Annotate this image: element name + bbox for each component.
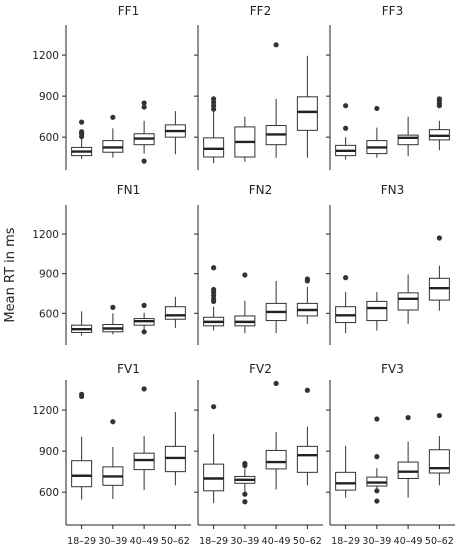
iqr-box [265, 449, 287, 470]
outlier-point [405, 415, 411, 421]
x-tick-label: 40–49 [130, 536, 159, 547]
outlier-point [211, 265, 217, 271]
panel-title: FF3 [382, 4, 403, 18]
outlier-point [273, 380, 279, 387]
outlier-point [141, 158, 147, 164]
iqr-box [296, 96, 318, 131]
outlier-point [273, 42, 279, 48]
outlier-point [110, 114, 116, 120]
iqr-box [428, 449, 450, 474]
panel-title: FN3 [381, 183, 405, 197]
outlier-point [211, 404, 217, 410]
iqr-box [366, 300, 388, 322]
outlier-point [242, 491, 248, 497]
x-tick-label: 50–62 [161, 536, 190, 547]
x-tick-label: 30–39 [98, 536, 127, 547]
panel-title: FV1 [117, 362, 140, 376]
outlier-point [141, 386, 147, 392]
outlier-point [374, 488, 380, 494]
outlier-point [141, 329, 147, 335]
panel-title: FN2 [249, 183, 273, 197]
x-tick-label: 40–49 [262, 536, 291, 547]
outlier-point [242, 499, 248, 505]
outlier-point [374, 498, 380, 504]
x-tick-label: 18–29 [199, 536, 228, 547]
outlier-point [374, 105, 380, 112]
x-tick-label: 30–39 [362, 536, 391, 547]
x-tick-label: 18–29 [67, 536, 96, 547]
y-tick-label: 900 [39, 91, 59, 103]
iqr-box [203, 137, 225, 158]
x-tick-label: 30–39 [230, 536, 259, 547]
outlier-point [141, 104, 147, 110]
panel-title: FV2 [249, 362, 272, 376]
outlier-point [242, 272, 248, 278]
x-tick-label: 18–29 [331, 536, 360, 547]
iqr-box [133, 452, 155, 471]
outlier-point [304, 276, 310, 282]
y-tick-label: 1200 [32, 405, 59, 417]
iqr-box [164, 306, 186, 320]
outlier-point [436, 235, 442, 241]
outlier-point [211, 96, 217, 102]
x-tick-label: 50–62 [425, 536, 454, 547]
outlier-point [343, 103, 349, 109]
outlier-point [343, 275, 349, 281]
iqr-box [296, 445, 318, 473]
outlier-point [141, 302, 147, 308]
x-tick-label: 50–62 [293, 536, 322, 547]
outlier-point [110, 304, 116, 310]
panel-title: FF1 [118, 4, 139, 18]
y-tick-label: 900 [39, 446, 59, 458]
outlier-point [343, 125, 349, 131]
y-tick-label: 600 [39, 308, 59, 320]
panel-title: FV3 [381, 362, 404, 376]
iqr-box [397, 292, 419, 311]
outlier-point [436, 412, 442, 419]
y-tick-label: 1200 [32, 50, 59, 62]
outlier-point [374, 416, 380, 422]
x-tick-label: 40–49 [394, 536, 423, 547]
iqr-box [71, 460, 93, 488]
outlier-point [374, 454, 380, 460]
outlier-point [141, 100, 147, 106]
y-tick-label: 600 [39, 132, 59, 144]
panel-title: FN1 [117, 183, 141, 197]
outlier-point [79, 119, 85, 125]
y-tick-label: 900 [39, 269, 59, 281]
outlier-point [242, 460, 248, 467]
outlier-point [436, 96, 442, 102]
iqr-box [397, 134, 419, 146]
outlier-point [211, 286, 217, 293]
y-tick-label: 1200 [32, 229, 59, 241]
outlier-point [304, 387, 310, 393]
outlier-point [79, 391, 85, 397]
outlier-point [79, 129, 85, 135]
iqr-box [397, 461, 419, 479]
y-tick-label: 600 [39, 487, 59, 499]
iqr-box [335, 471, 357, 491]
outlier-point [110, 419, 116, 425]
y-axis-label: Mean RT in ms [3, 227, 18, 322]
panel-title: FF2 [250, 4, 271, 18]
